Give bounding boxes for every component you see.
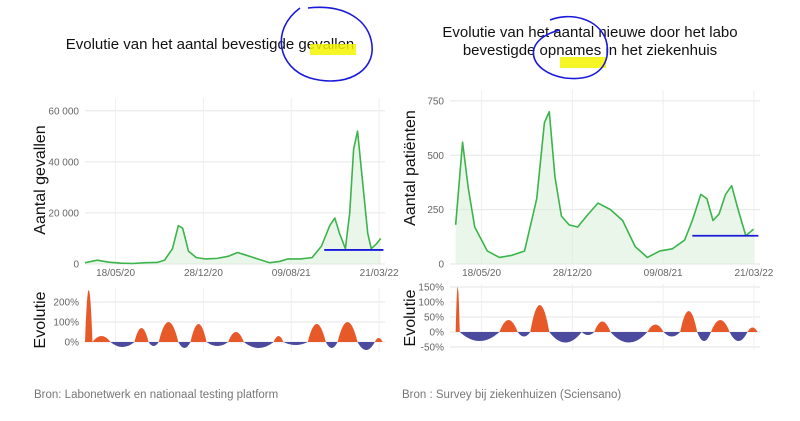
y-tick-label: 40 000 [48,157,79,168]
cases-chart-panel: Evolutie van het aantal bevestigde geval… [0,0,400,416]
y-tick-label: 20 000 [48,208,79,219]
y-tick-label: 750 [427,96,444,107]
positive-evolution-bar [85,290,93,342]
positive-evolution-bar [594,321,611,332]
y-tick-label: 150% [418,283,444,294]
x-tick-label: 09/08/21 [272,268,311,279]
y-tick-label: 0 [73,260,79,271]
positive-evolution-bar [647,324,664,332]
y-tick-label: 0% [65,338,80,349]
negative-evolution-bar [357,342,375,350]
series-line [454,110,755,259]
handdrawn-circle [280,6,373,82]
positive-evolution-bar [499,320,518,332]
negative-evolution-bar [178,342,191,348]
source-note: Bron : Survey bij ziekenhuizen (Sciensan… [402,389,621,401]
x-tick-label: 18/05/20 [462,268,501,279]
x-tick-label: 09/08/21 [644,268,683,279]
source-note: Bron: Labonetwerk en nationaal testing p… [34,389,278,401]
negative-evolution-bar [517,332,531,337]
y-tick-label: 100% [53,318,79,329]
positive-evolution-bar [273,336,284,342]
negative-evolution-bar [729,332,748,341]
positive-evolution-bar [307,324,326,342]
negative-evolution-bar [148,342,159,346]
x-tick-label: 18/05/20 [96,268,135,279]
hospital-chart-panel: Evolutie van het aantal nieuwe door het … [400,0,800,416]
y-axis-label: Aantal patiënten [402,110,419,226]
positive-evolution-bar [680,311,698,332]
positive-evolution-bar [228,332,244,342]
cases-evolution-plot: 0% 100% 200% [53,288,385,352]
chart-title-line: bevestigde opnames in het ziekenhuis [463,42,717,59]
y-tick-label: 100% [418,298,444,309]
y-tick-label: 0% [430,328,445,339]
y-tick-label: 0 [438,260,444,271]
positive-evolution-bar [158,322,179,342]
negative-evolution-bar [283,342,308,345]
x-tick-label: 28/12/20 [184,268,223,279]
y-axis-label-evolution: Evolutie [32,291,49,348]
negative-evolution-bar [110,342,135,347]
x-tick-label: 21/03/22 [734,268,773,279]
y-tick-label: 500 [427,151,444,162]
y-axis-label-evolution: Evolutie [402,289,419,346]
positive-evolution-bar [455,287,460,332]
y-tick-label: 200% [53,298,79,309]
negative-evolution-bar [549,332,582,343]
highlight-mark [310,44,356,55]
negative-evolution-bar [610,332,648,343]
hospital-line-plot: 0 250 500 750 18/05/20 28/12/20 09/08/21 21/03/… [427,90,774,279]
y-tick-label: -50% [421,343,444,354]
y-tick-label: 60 000 [48,106,79,117]
series-line [84,130,382,265]
x-tick-label: 21/03/22 [360,268,399,279]
hospital-chart-svg: Evolutie van het aantal nieuwe door het … [402,15,774,401]
y-tick-label: 250 [427,205,444,216]
y-tick-label: 50% [424,313,444,324]
x-tick-label: 28/12/20 [553,268,592,279]
negative-evolution-bar [206,342,229,346]
negative-evolution-bar [663,332,681,337]
negative-evolution-bar [697,332,711,341]
negative-evolution-bar [325,342,338,348]
chart-title-line: Evolutie van het aantal nieuwe door het … [442,24,737,41]
handdrawn-circle [532,15,609,80]
cases-line-plot: 0 20 000 40 000 60 000 18/05/20 28/12/20 09/08… [48,98,399,279]
y-axis-label: Aantal gevallen [32,125,49,234]
highlight-mark [560,57,606,68]
negative-evolution-bar [243,342,274,348]
cases-chart-svg: Evolutie van het aantal bevestigde geval… [32,6,399,401]
positive-evolution-bar [134,328,149,342]
positive-evolution-bar [337,322,358,342]
positive-evolution-bar [710,320,730,332]
daily-values-area [455,111,754,264]
negative-evolution-bar [581,332,595,335]
positive-evolution-bar [190,324,207,342]
positive-evolution-bar [747,327,758,332]
positive-evolution-bar [374,338,383,342]
daily-values-area [85,131,381,264]
negative-evolution-bar [459,332,500,341]
positive-evolution-bar [92,336,111,342]
positive-evolution-bar [530,305,550,332]
hospital-evolution-plot: -50% 0% 50% 100% 150% [418,283,760,354]
